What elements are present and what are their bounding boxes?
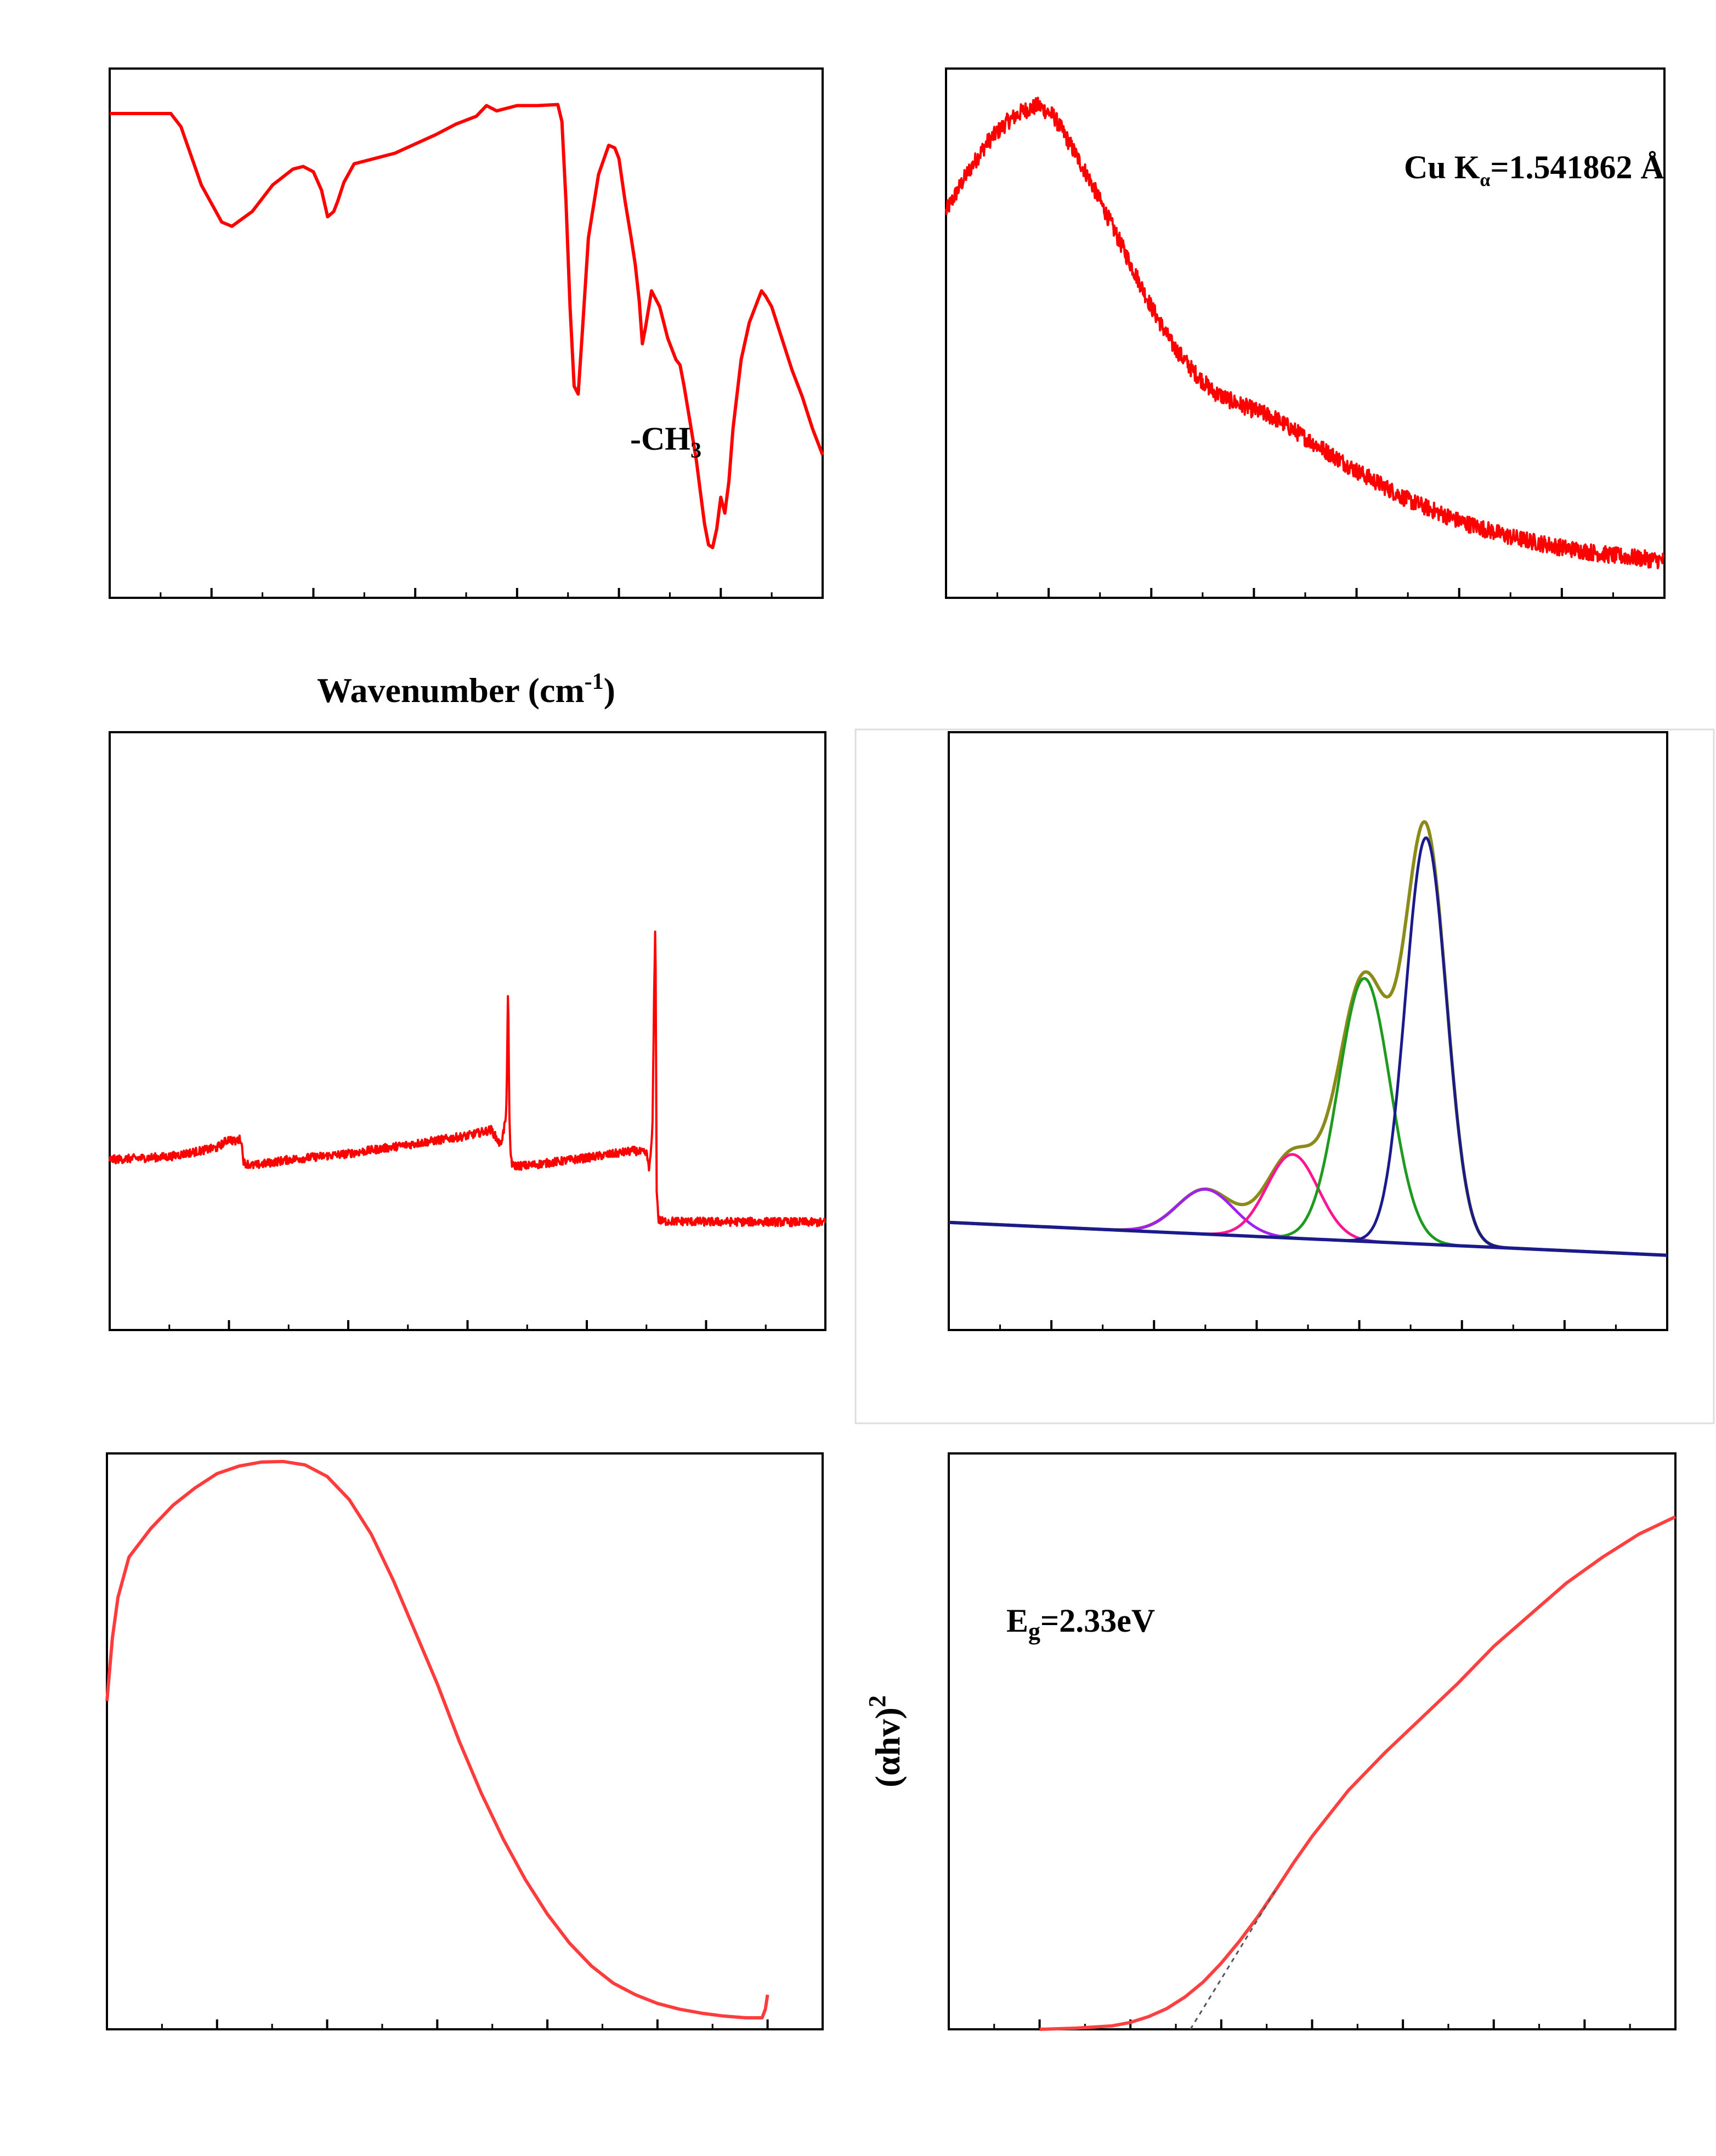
x-ticks	[945, 588, 1666, 598]
series-group	[105, 1459, 769, 2019]
annotation-sub: 3	[690, 438, 701, 462]
x-axis-title-tail: )	[604, 671, 615, 710]
data-line-CQDs	[109, 930, 826, 1227]
baseline-line	[948, 1220, 1668, 1257]
plot-area	[948, 1452, 1677, 2030]
x-ticks	[948, 1320, 1668, 1330]
x-ticks	[109, 588, 824, 598]
series-group	[109, 930, 826, 1227]
y-axis-title-main: (αhv)	[868, 1707, 907, 1787]
subtitle-sub: g	[1028, 1618, 1040, 1645]
panel-d	[854, 728, 1715, 1424]
peak-line-C=C/C-C	[948, 836, 1668, 1257]
y-axis-title-sup: 2	[864, 1695, 891, 1707]
series-group	[945, 97, 1666, 570]
annotation-main: -CH	[630, 421, 690, 457]
peak-fits	[948, 820, 1668, 1257]
panel-f: (αhv)2 Eg=2.33eV	[864, 1452, 1677, 2031]
peak-line-O-C=O	[948, 1187, 1668, 1257]
plot-area	[109, 67, 824, 599]
x-ticks	[109, 1320, 826, 1330]
subtitle-main: Cu K	[1404, 149, 1480, 185]
subtitle-tail: =1.541862 Å	[1490, 149, 1664, 185]
x-axis-title-sup: -1	[585, 669, 604, 694]
tangent-line	[1190, 1889, 1277, 2030]
panel-subtitle: Eg=2.33eV	[1006, 1603, 1155, 1645]
x-axis-title-main: Wavenumber (cm	[317, 671, 585, 710]
subtitle-sub: α	[1480, 170, 1490, 190]
data-line-CQDs	[110, 103, 824, 550]
envelope-line	[948, 820, 1668, 1257]
panel-b: Cu Kα=1.541862 Å	[945, 67, 1666, 599]
panel-frame	[854, 728, 1715, 1424]
x-axis-title: Wavenumber (cm-1)	[317, 669, 615, 710]
panel-subtitle: Cu Kα=1.541862 Å	[1404, 149, 1664, 190]
panel-a: Wavenumber (cm-1) -CH3	[109, 67, 824, 710]
panel-e	[105, 1452, 824, 2030]
data-line-CQDs	[1039, 1515, 1677, 2031]
y-axis-title: (αhv)2	[864, 1695, 907, 1787]
series-group	[110, 103, 824, 550]
plot-area	[106, 1452, 824, 2030]
plot-area	[945, 67, 1666, 599]
x-ticks	[106, 2019, 769, 2029]
subtitle-main: E	[1006, 1603, 1028, 1639]
peak-annotation: -CH3	[630, 421, 701, 462]
series-group	[1039, 1515, 1677, 2031]
plot-area	[109, 731, 826, 1331]
data-line-CQDs	[105, 1459, 769, 2019]
subtitle-tail: =2.33eV	[1040, 1603, 1155, 1639]
peak-line-C-O	[948, 977, 1668, 1257]
panel-c	[109, 731, 826, 1331]
data-line-CQDs	[945, 97, 1666, 570]
